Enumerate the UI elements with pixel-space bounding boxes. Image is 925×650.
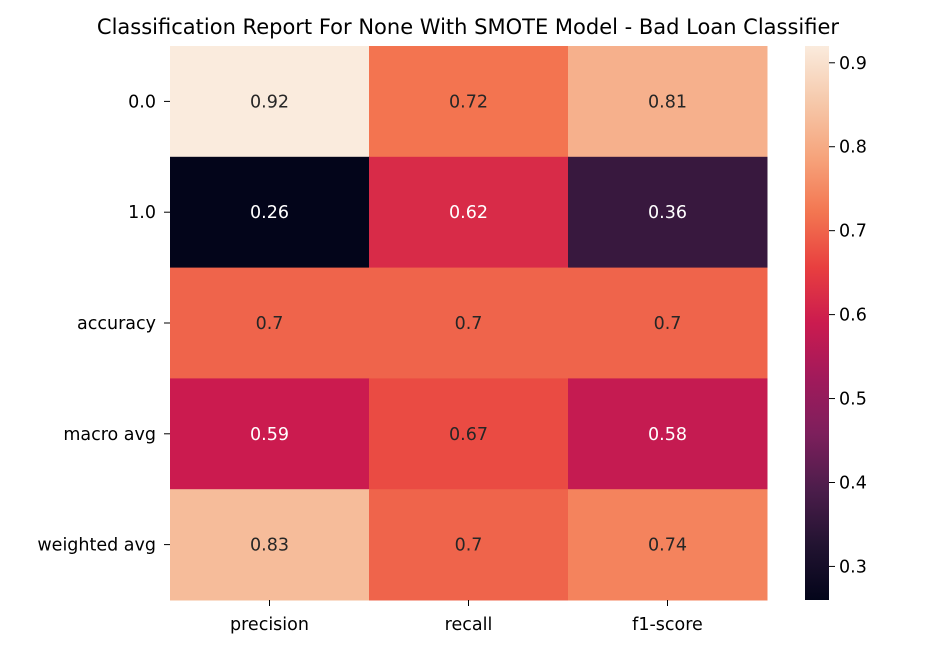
cell-value-label: 0.7 (455, 536, 483, 556)
y-tick-label: accuracy (77, 314, 156, 334)
heatmap-cell (170, 489, 370, 601)
heatmap-cell (568, 267, 768, 379)
cell-value-label: 0.67 (449, 425, 488, 445)
y-tick-label: 1.0 (128, 203, 156, 223)
cell-value-label: 0.92 (250, 92, 289, 112)
cell-value-label: 0.7 (256, 314, 284, 334)
colorbar-tick-label: 0.7 (839, 222, 867, 242)
heatmap-cell (170, 46, 370, 158)
y-tick-label: 0.0 (128, 92, 156, 112)
x-axis-ticks: precision recall f1-score (230, 600, 703, 635)
heatmap-cells (170, 46, 768, 601)
colorbar-tick-label: 0.4 (839, 473, 867, 493)
colorbar-ticks: 0.3 0.4 0.5 0.6 0.7 0.8 0.9 (829, 54, 867, 577)
cell-value-label: 0.36 (648, 203, 687, 223)
heatmap-cell (369, 46, 569, 158)
cell-value-label: 0.62 (449, 203, 488, 223)
colorbar (805, 46, 829, 600)
x-tick-label: precision (230, 615, 309, 635)
cell-value-label: 0.7 (654, 314, 682, 334)
x-tick-label: recall (445, 615, 493, 635)
cell-value-label: 0.59 (250, 425, 289, 445)
x-tick-label: f1-score (632, 615, 703, 635)
heatmap-cell (568, 156, 768, 269)
heatmap-cell (369, 156, 569, 269)
heatmap-cell-labels: 0.92 0.72 0.81 0.26 0.62 0.36 0.7 0.7 0.7 0.59 0.6… (250, 92, 687, 555)
y-axis-ticks: 0.0 1.0 accuracy macro avg weighted avg (37, 92, 170, 556)
cell-value-label: 0.81 (648, 92, 687, 112)
heatmap-cell (170, 267, 370, 379)
colorbar-tick-label: 0.3 (839, 557, 867, 577)
colorbar-tick-label: 0.9 (839, 54, 867, 74)
y-tick-label: weighted avg (37, 536, 156, 556)
heatmap-cell (369, 489, 569, 601)
heatmap-cell (568, 46, 768, 158)
cell-value-label: 0.72 (449, 92, 488, 112)
colorbar-tick-label: 0.6 (839, 306, 867, 326)
heatmap-cell (568, 378, 768, 490)
colorbar-tick-label: 0.5 (839, 390, 867, 410)
y-tick-label: macro avg (63, 425, 156, 445)
colorbar-tick-label: 0.8 (839, 138, 867, 158)
heatmap-cell (568, 489, 768, 601)
heatmap-cell (170, 156, 370, 269)
cell-value-label: 0.74 (648, 536, 687, 556)
heatmap-cell (170, 378, 370, 490)
cell-value-label: 0.26 (250, 203, 289, 223)
chart-title: Classification Report For None With SMOT… (97, 15, 839, 39)
cell-value-label: 0.7 (455, 314, 483, 334)
heatmap-cell (369, 267, 569, 379)
cell-value-label: 0.83 (250, 536, 289, 556)
cell-value-label: 0.58 (648, 425, 687, 445)
heatmap-cell (369, 378, 569, 490)
